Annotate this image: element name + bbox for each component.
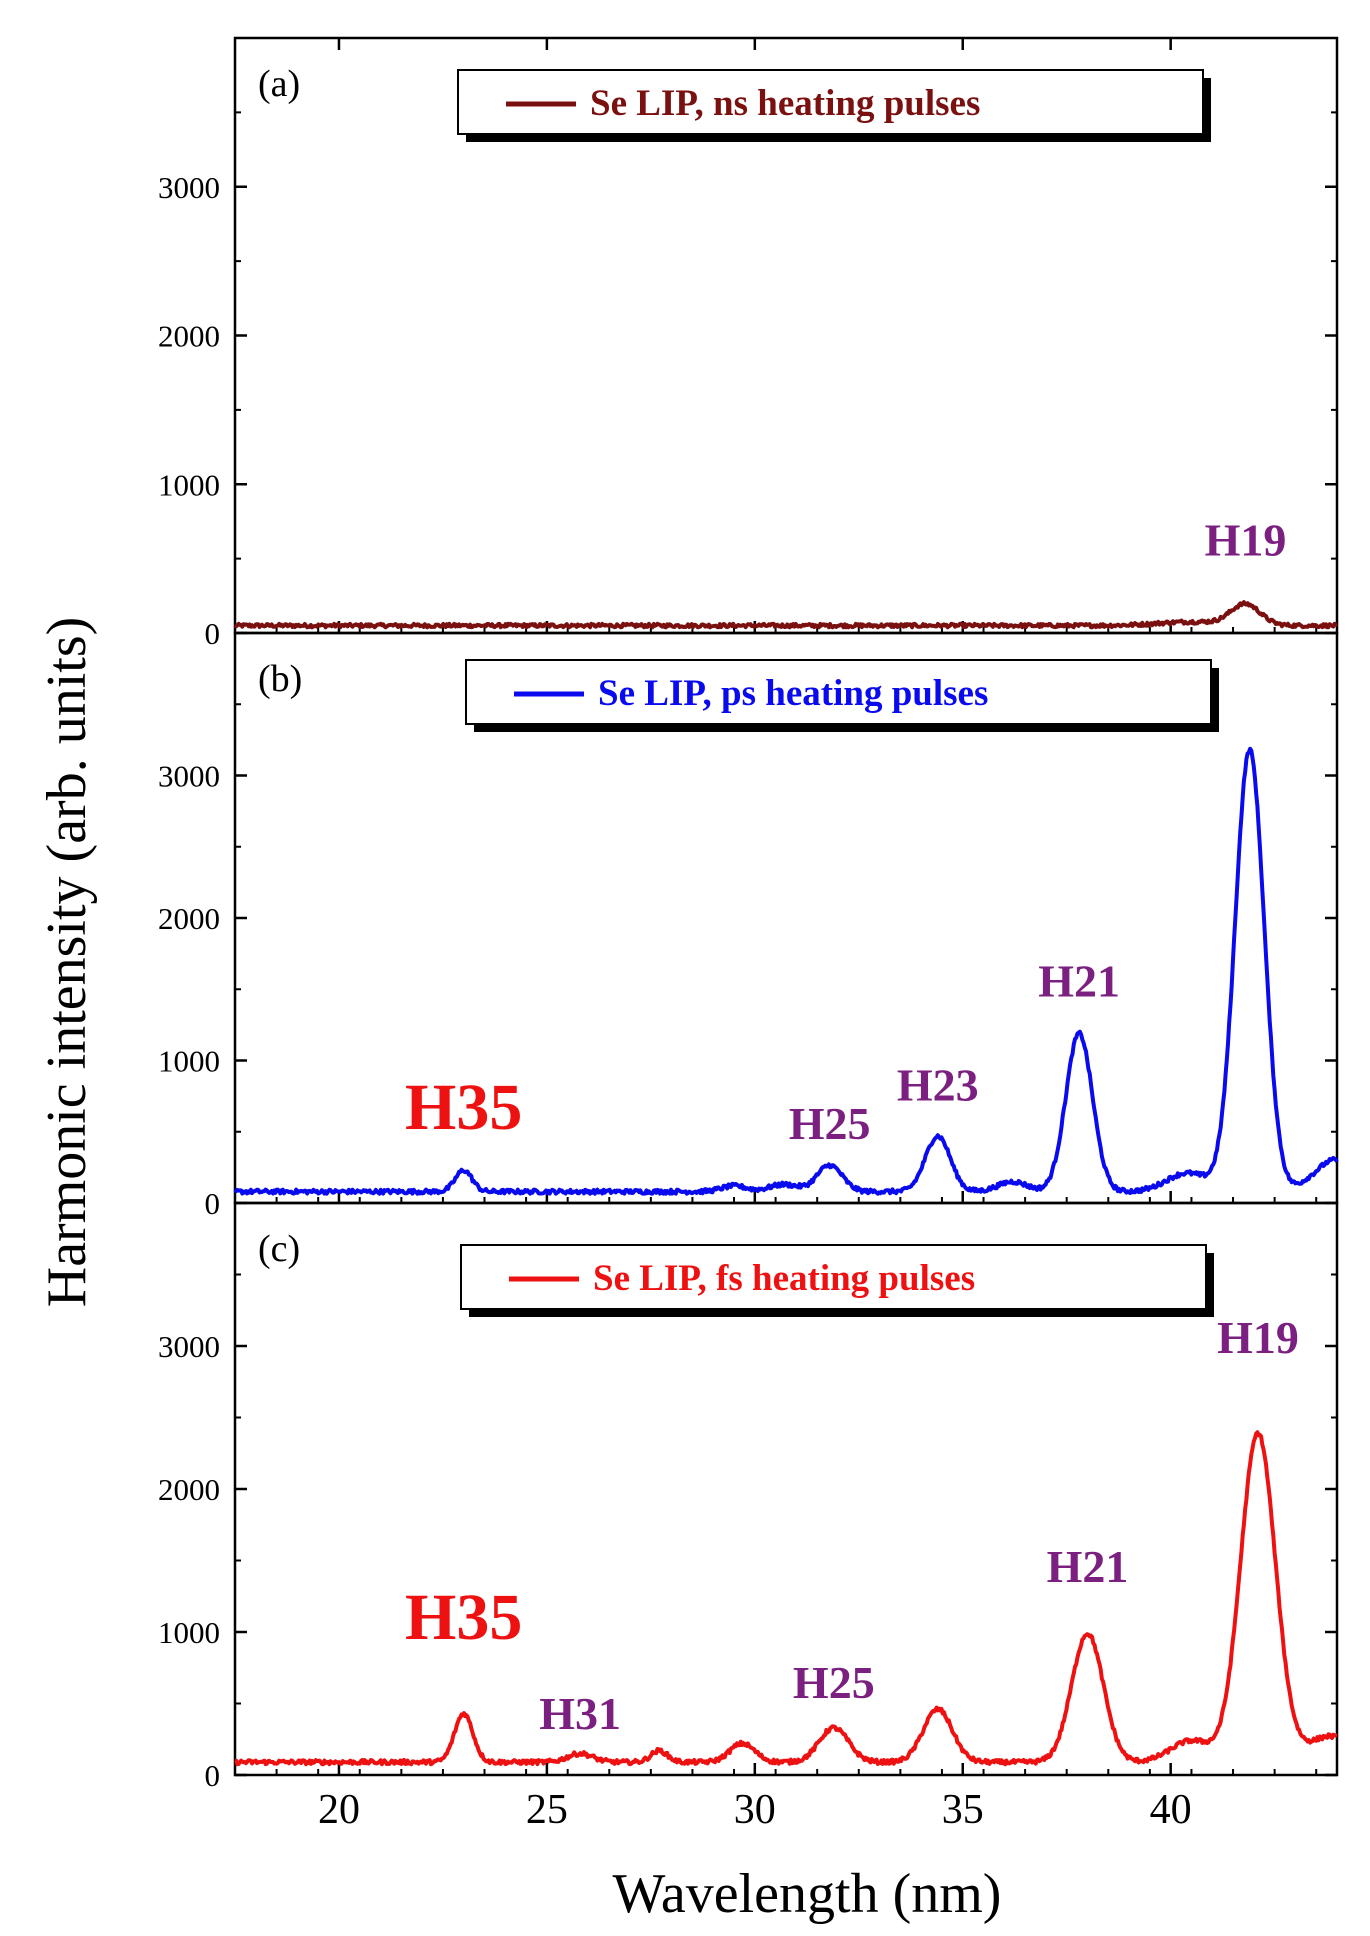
panel-a: 0 1000 2000 3000 (a) H19 Se LIP, ns heating pu… (158, 36, 1339, 651)
series-line (233, 746, 1339, 1196)
peak-annotation-h19: H19 (1217, 1312, 1299, 1363)
y-tick-label: 2000 (158, 319, 220, 354)
peak-annotation-h35: H35 (405, 1071, 522, 1144)
y-tick-label: 1000 (158, 1615, 220, 1650)
peak-annotation-h35: H35 (405, 1581, 522, 1654)
legend: Se LIP, ps heating pulses (465, 659, 1219, 732)
panel-b: 0 1000 2000 3000 (b) H35 H25 H23 H21 Se LIP, ps h… (158, 631, 1339, 1221)
y-tick-label: 2000 (158, 1472, 220, 1507)
peak-annotation-h21: H21 (1038, 955, 1120, 1006)
peak-annotation-h23: H23 (897, 1059, 979, 1110)
peak-annotation-h31: H31 (539, 1688, 621, 1739)
panel-label: (b) (258, 658, 302, 700)
series-line (234, 1430, 1338, 1767)
x-axis-title: Wavelength (nm) (613, 1863, 1002, 1925)
legend-box (457, 69, 1204, 135)
x-tick-label: 40 (1150, 1787, 1192, 1833)
legend: Se LIP, ns heating pulses (457, 69, 1211, 142)
y-tick-label: 3000 (158, 1329, 220, 1364)
legend-label: Se LIP, ns heating pulses (590, 83, 980, 124)
legend-box (460, 1244, 1207, 1310)
legend-box (465, 659, 1212, 725)
peak-annotation-h19: H19 (1205, 515, 1287, 566)
y-tick-label: 3000 (158, 170, 220, 205)
legend-label: Se LIP, ps heating pulses (598, 673, 988, 714)
peak-annotation-h25: H25 (789, 1098, 871, 1149)
y-tick-label: 0 (205, 1758, 221, 1793)
x-tick-label: 30 (734, 1787, 776, 1833)
legend: Se LIP, fs heating pulses (460, 1244, 1214, 1317)
x-tick-label: 35 (942, 1787, 984, 1833)
x-tick-label: 20 (318, 1787, 360, 1833)
x-tick-label: 25 (526, 1787, 568, 1833)
y-axis-title: Harmonic intensity (arb. units) (36, 617, 98, 1308)
y-tick-label: 0 (205, 1186, 221, 1221)
y-tick-label: 2000 (158, 901, 220, 936)
legend-label: Se LIP, fs heating pulses (593, 1258, 975, 1299)
peak-annotation-h21: H21 (1047, 1541, 1129, 1592)
y-tick-label: 1000 (158, 1044, 220, 1079)
panel-label: (c) (258, 1228, 300, 1270)
y-tick-label: 0 (205, 616, 221, 651)
panel-c: 0 1000 2000 3000 20 25 30 35 40 (c) H35 H31 H25 H21 H1… (158, 1201, 1339, 1833)
panel-label: (a) (258, 63, 300, 105)
peak-annotation-h25: H25 (793, 1657, 875, 1708)
y-tick-label: 3000 (158, 759, 220, 794)
y-tick-label: 1000 (158, 467, 220, 502)
series-line (233, 600, 1339, 630)
